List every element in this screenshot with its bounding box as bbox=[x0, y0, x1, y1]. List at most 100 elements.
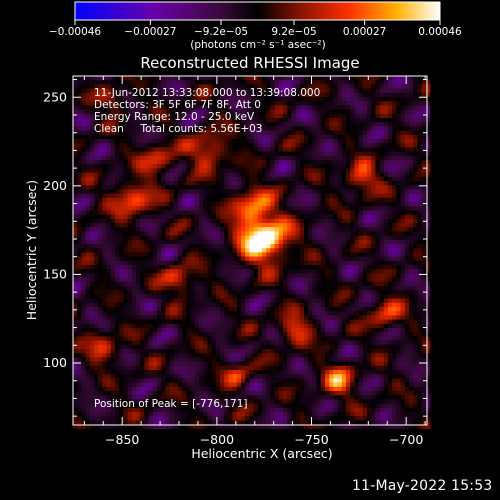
heatmap-cell bbox=[115, 176, 120, 182]
heatmap-cell bbox=[346, 101, 351, 106]
heatmap-cell bbox=[178, 172, 183, 178]
heatmap-cell bbox=[270, 239, 275, 245]
heatmap-cell bbox=[249, 172, 254, 178]
heatmap-cell bbox=[207, 281, 212, 287]
heatmap-cell bbox=[283, 139, 288, 144]
heatmap-cell bbox=[106, 248, 112, 253]
heatmap-cell bbox=[194, 84, 200, 89]
heatmap-cell bbox=[304, 210, 309, 215]
heatmap-cell bbox=[224, 252, 229, 257]
heatmap-cell bbox=[413, 286, 418, 291]
heatmap-cell bbox=[207, 214, 212, 220]
heatmap-cell bbox=[199, 223, 204, 228]
heatmap-cell bbox=[228, 265, 233, 270]
heatmap-cell bbox=[341, 113, 347, 119]
heatmap-cell bbox=[379, 281, 385, 287]
heatmap-cell bbox=[203, 113, 208, 119]
heatmap-cell bbox=[287, 244, 292, 249]
heatmap-cell bbox=[287, 101, 292, 106]
heatmap-cell bbox=[392, 126, 397, 131]
heatmap-cell bbox=[358, 151, 364, 157]
heatmap-cell bbox=[396, 193, 401, 199]
heatmap-cell bbox=[312, 88, 317, 94]
heatmap-cell bbox=[341, 189, 347, 194]
heatmap-cell bbox=[421, 273, 427, 278]
heatmap-cell bbox=[215, 319, 221, 325]
heatmap-cell bbox=[274, 302, 280, 308]
heatmap-cell bbox=[241, 168, 246, 173]
heatmap-cell bbox=[81, 139, 86, 144]
heatmap-cell bbox=[232, 202, 238, 207]
heatmap-cell bbox=[194, 269, 200, 274]
heatmap-cell bbox=[249, 134, 254, 140]
heatmap-cell bbox=[136, 265, 141, 270]
heatmap-cell bbox=[169, 185, 175, 190]
heatmap-cell bbox=[400, 206, 406, 211]
heatmap-cell bbox=[207, 218, 212, 224]
heatmap-cell bbox=[173, 197, 179, 203]
heatmap-cell bbox=[85, 315, 91, 320]
heatmap-cell bbox=[245, 92, 250, 98]
heatmap-cell bbox=[316, 160, 322, 165]
heatmap-cell bbox=[388, 248, 393, 253]
heatmap-cell bbox=[278, 76, 284, 81]
heatmap-cell bbox=[266, 290, 271, 295]
heatmap-cell bbox=[274, 298, 280, 304]
heatmap-cell bbox=[316, 290, 322, 295]
heatmap-cell bbox=[274, 290, 280, 295]
heatmap-cell bbox=[89, 273, 95, 278]
heatmap-cell bbox=[144, 197, 149, 203]
heatmap-cell bbox=[375, 168, 380, 173]
heatmap-cell bbox=[400, 202, 406, 207]
heatmap-cell bbox=[375, 218, 380, 224]
heatmap-cell bbox=[262, 118, 267, 123]
heatmap-cell bbox=[81, 147, 86, 152]
heatmap-cell bbox=[409, 214, 414, 220]
heatmap-cell bbox=[400, 252, 406, 257]
heatmap-cell bbox=[291, 302, 296, 308]
heatmap-cell bbox=[425, 113, 431, 119]
heatmap-cell bbox=[203, 206, 208, 211]
heatmap-cell bbox=[115, 139, 120, 144]
heatmap-cell bbox=[144, 315, 149, 320]
heatmap-cell bbox=[278, 277, 284, 283]
heatmap-cell bbox=[270, 118, 275, 123]
heatmap-cell bbox=[337, 155, 343, 161]
heatmap-cell bbox=[304, 176, 309, 182]
heatmap-cell bbox=[203, 189, 208, 194]
heatmap-cell bbox=[257, 151, 263, 157]
heatmap-cell bbox=[396, 315, 401, 320]
heatmap-cell bbox=[270, 139, 275, 144]
heatmap-cell bbox=[102, 231, 107, 236]
heatmap-cell bbox=[115, 164, 120, 169]
heatmap-cell bbox=[421, 151, 427, 157]
heatmap-cell bbox=[367, 206, 372, 211]
heatmap-cell bbox=[207, 298, 212, 304]
heatmap-cell bbox=[115, 298, 120, 304]
heatmap-cell bbox=[341, 311, 347, 316]
heatmap-cell bbox=[409, 76, 414, 81]
heatmap-cell bbox=[371, 269, 376, 274]
heatmap-cell bbox=[346, 172, 351, 178]
heatmap-cell bbox=[371, 139, 376, 144]
heatmap-cell bbox=[362, 143, 368, 148]
heatmap-cell bbox=[383, 189, 389, 194]
heatmap-cell bbox=[245, 315, 250, 320]
heatmap-cell bbox=[421, 302, 427, 308]
heatmap-cell bbox=[140, 189, 145, 194]
heatmap-cell bbox=[266, 277, 271, 283]
heatmap-cell bbox=[119, 134, 124, 140]
heatmap-cell bbox=[350, 286, 355, 291]
heatmap-cell bbox=[199, 92, 204, 98]
heatmap-cell bbox=[127, 172, 133, 178]
heatmap-cell bbox=[136, 164, 141, 169]
heatmap-cell bbox=[266, 168, 271, 173]
heatmap-cell bbox=[341, 307, 347, 312]
heatmap-cell bbox=[127, 273, 133, 278]
heatmap-cell bbox=[253, 307, 259, 312]
heatmap-cell bbox=[367, 189, 372, 194]
heatmap-cell bbox=[274, 193, 280, 199]
heatmap-cell bbox=[278, 286, 284, 291]
heatmap-cell bbox=[316, 126, 322, 131]
heatmap-cell bbox=[77, 168, 82, 173]
